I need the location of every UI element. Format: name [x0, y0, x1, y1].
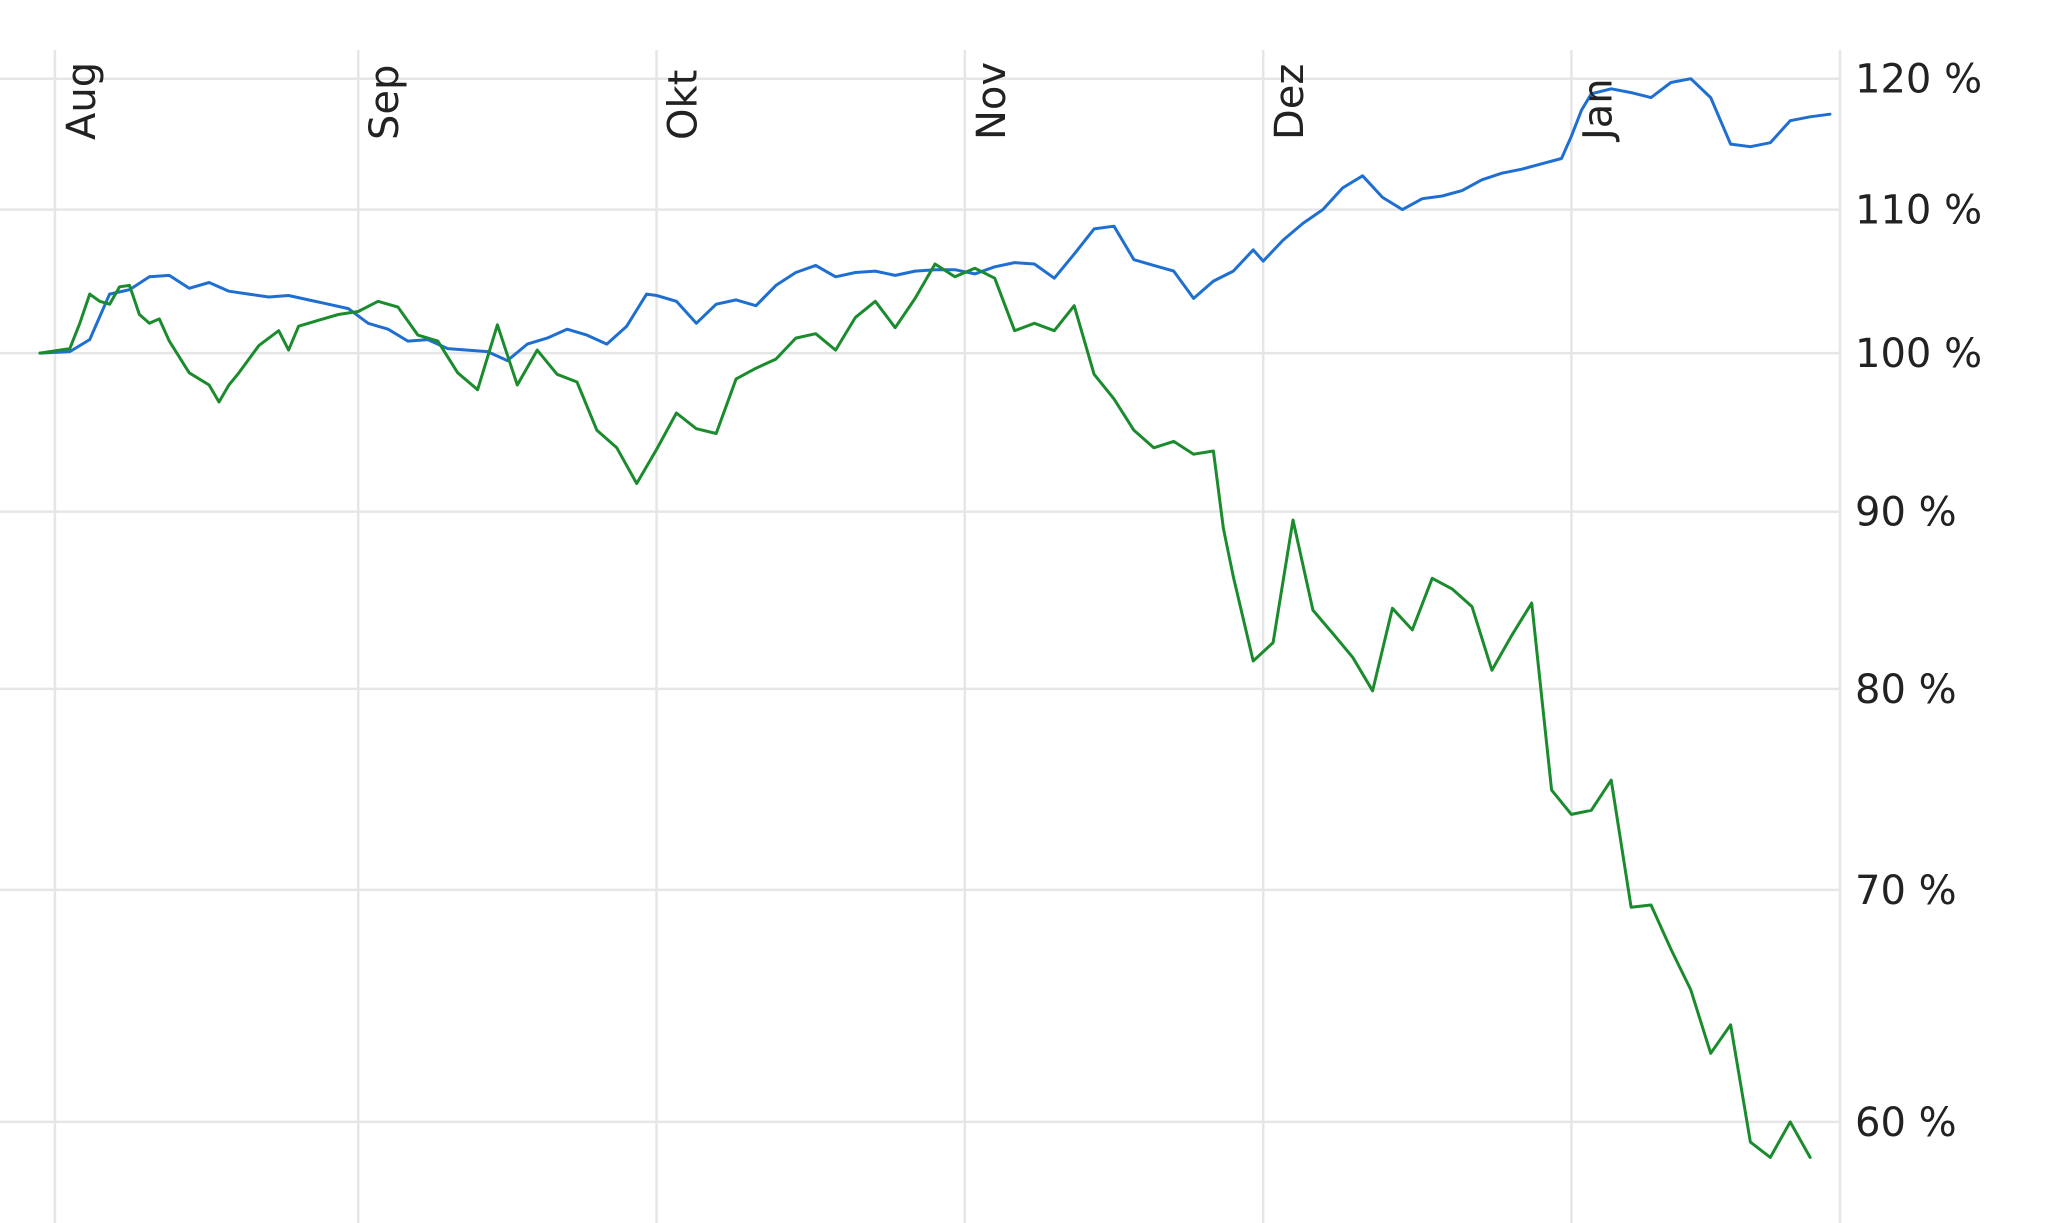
x-tick-label: Dez: [1267, 64, 1313, 140]
y-tick-label: 90 %: [1855, 490, 1957, 536]
y-tick-label: 110 %: [1855, 188, 1982, 234]
series-line-1: [38, 77, 1832, 363]
y-tick-label: 70 %: [1855, 868, 1957, 914]
series-line-2: [38, 262, 1812, 1159]
y-tick-label: 100 %: [1855, 331, 1982, 377]
series-layer: [38, 77, 1832, 1159]
x-tick-label: Nov: [969, 62, 1015, 140]
x-tick-label: Aug: [59, 62, 105, 140]
x-tick-label: Jan: [1575, 78, 1621, 143]
x-tick-label: Okt: [661, 70, 707, 140]
grid-layer: [0, 50, 1842, 1223]
y-tick-label: 80 %: [1855, 667, 1957, 713]
x-tick-label: Sep: [362, 65, 408, 140]
y-tick-label: 60 %: [1855, 1100, 1957, 1146]
label-layer: 60 % 70 % 80 % 90 % 100 % 110 % 120 % Aug Sep Okt…: [59, 57, 1982, 1146]
y-tick-label: 120 %: [1855, 57, 1982, 103]
